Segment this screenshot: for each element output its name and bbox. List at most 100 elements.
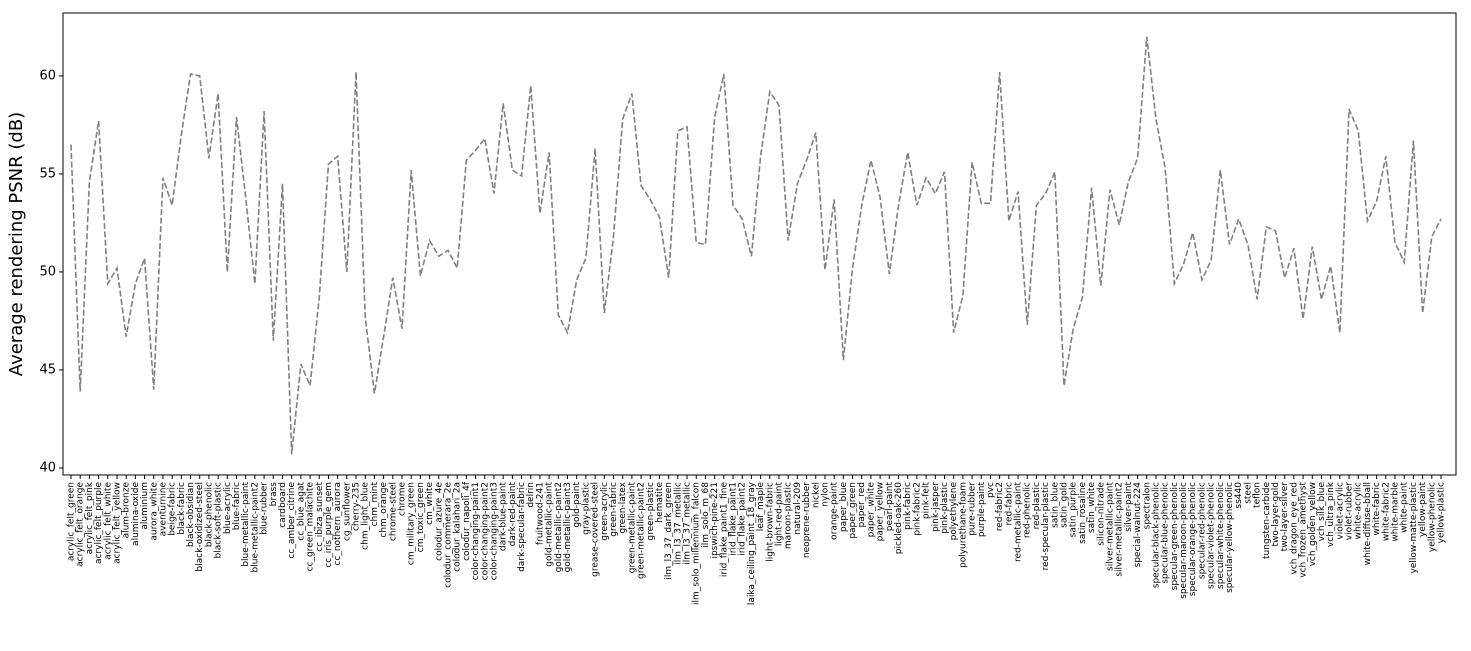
x-tick-label: green-metallic-paint	[627, 482, 637, 574]
x-tick-label: natural-209	[793, 482, 803, 535]
x-tick-label: cc_ibiza_sunset	[315, 482, 325, 552]
x-tick-label: chm_orange	[379, 482, 389, 538]
x-tick-label: specular-violet-phenolic	[1207, 482, 1217, 589]
x-tick-label: specular-blue-phenolic	[1161, 482, 1171, 584]
x-tick-label: white-acrylic	[1354, 482, 1364, 539]
x-tick-label: yellow-phenolic	[1427, 482, 1437, 552]
x-tick-label: ss440	[1234, 482, 1244, 509]
x-tick-label: polyethylene	[949, 482, 959, 541]
x-tick-label: cherry-235	[352, 482, 362, 531]
data-line	[70, 36, 1442, 455]
x-tick-label: satin_rosaline	[1078, 482, 1088, 544]
x-tick-label: black-soft-plastic	[214, 482, 224, 559]
x-tick-label: black-phenolic	[204, 482, 214, 547]
x-tick-label: maroon-plastic	[784, 482, 794, 549]
x-tick-label: chrome	[398, 482, 408, 516]
x-tick-label: satin_gold	[1060, 482, 1070, 528]
x-tick-label: color-changing-paint1	[471, 482, 481, 580]
x-tick-label: blue-metallic-paint2	[250, 482, 260, 572]
x-tick-label: violet-rubber	[1345, 482, 1355, 541]
x-tick-label: dark-red-paint	[508, 482, 518, 547]
x-tick-label: red-plastic	[1032, 482, 1042, 529]
x-tick-label: green-fabric	[609, 482, 619, 537]
x-tick-label: two-layer-silver	[1280, 482, 1290, 552]
x-tick-label: paper_yellow	[876, 482, 886, 541]
x-tick-label: purple-paint	[977, 482, 987, 538]
x-tick-label: dark-blue-paint	[499, 482, 509, 552]
x-tick-label: silver-metallic-paint	[1105, 482, 1115, 571]
x-tick-label: irid_flake_paint2	[738, 482, 748, 556]
y-tick-label: 50	[39, 264, 56, 279]
x-tick-label: ilm_l3_37_metallic	[683, 482, 693, 565]
x-tick-label: cc_nothern_aurora	[333, 482, 343, 566]
x-tick-label: laika_ceiling_paint_18_gray	[747, 481, 757, 605]
x-tick-label: gold-paint	[572, 482, 582, 528]
x-tick-label: specular-red-phenolic	[1197, 482, 1207, 579]
x-tick-label: specular-maroon-phenolic	[1179, 482, 1189, 599]
x-tick-label: cardboard	[278, 482, 288, 528]
x-tick-label: vch_ultra_pink	[1326, 481, 1336, 547]
x-tick-label: acrylic_felt_purple	[94, 482, 104, 565]
x-tick-label: delrin	[526, 482, 536, 508]
x-tick-label: specular-green-phenolic	[1170, 482, 1180, 590]
x-tick-label: light-brown-fabric	[765, 482, 775, 562]
x-tick-label: specular-orange-phenolic	[1188, 482, 1198, 596]
x-tick-label: ilm_l3_37_dark_green	[664, 482, 674, 580]
x-tick-label: acrylic_felt_white	[103, 482, 113, 560]
x-tick-label: beige-fabric	[168, 482, 178, 536]
x-tick-label: colodur_napoli_4f	[462, 481, 472, 561]
x-tick-label: ilm_solo_millennium_falcon	[692, 482, 702, 605]
x-tick-label: vch_silk_blue	[1317, 482, 1327, 542]
x-tick-label: green-metallic-paint2	[637, 482, 647, 579]
y-tick-label: 45	[39, 362, 56, 377]
x-tick-label: alumina-oxide	[131, 482, 141, 546]
x-tick-label: cc_iris_purple_gem	[324, 482, 334, 568]
y-axis-label: Average rendering PSNR (dB)	[6, 112, 27, 376]
x-tick-label: nickel	[811, 482, 821, 508]
x-tick-label: silver-metallic-paint2	[1115, 482, 1125, 577]
x-tick-label: white-marble	[1391, 482, 1401, 542]
x-tick-label: irid_flake_paint1	[729, 482, 739, 556]
x-tick-label: acrylic_felt_orange	[76, 482, 86, 567]
x-tick-label: blue-rubber	[260, 482, 270, 535]
x-tick-label: pink-plastic	[940, 482, 950, 534]
x-tick-label: pearl-paint	[885, 482, 895, 532]
x-tick-label: pvc	[986, 482, 996, 498]
x-tick-label: polyurethane-foam	[958, 482, 968, 568]
x-tick-label: pure-rubber	[968, 482, 978, 536]
x-tick-label: silicon-nitrade	[1096, 482, 1106, 546]
x-tick-label: color-changing-paint3	[489, 482, 499, 580]
x-tick-label: paper_green	[848, 482, 858, 539]
x-tick-label: red-fabric2	[995, 482, 1005, 531]
x-tick-label: color-changing-paint2	[480, 482, 490, 580]
y-tick-label: 55	[39, 166, 56, 181]
x-tick-label: cc_green_malachite	[306, 482, 316, 572]
x-tick-label: red-metallic-paint	[1014, 482, 1024, 562]
x-tick-label: steel	[1243, 482, 1253, 504]
x-tick-label: fruitwood-241	[535, 482, 545, 545]
x-tick-label: acrylic_felt_pink	[85, 481, 95, 554]
x-tick-label: yellow-matte-plastic	[1409, 482, 1419, 574]
x-tick-label: gray-plastic	[581, 482, 591, 535]
x-tick-label: vch_golden_yellow	[1308, 482, 1318, 566]
x-tick-label: specular-black-phenolic	[1151, 482, 1161, 588]
x-tick-label: alum-bronze	[122, 482, 132, 539]
x-tick-label: yellow-plastic	[1437, 482, 1447, 543]
x-tick-label: cm_toxic_green	[416, 482, 426, 552]
x-tick-label: pink-fabric2	[912, 482, 922, 536]
x-tick-label: teflon	[1253, 482, 1263, 508]
x-tick-label: satin_white	[1087, 482, 1097, 534]
x-tick-label: satin_purple	[1069, 482, 1079, 538]
x-tick-label: leaf_maple	[756, 482, 766, 532]
x-tick-label: white-paint	[1400, 482, 1410, 533]
x-tick-label: paper_red	[857, 482, 867, 527]
x-tick-label: acrylic_felt_yellow	[112, 482, 122, 564]
x-tick-label: pickled-oak-260	[894, 482, 904, 554]
x-tick-label: cm_white	[425, 482, 435, 525]
x-tick-label: green-acrylic	[600, 482, 610, 541]
x-tick-label: specular-yellow-phenolic	[1225, 482, 1235, 593]
x-tick-label: red-phenolic	[1023, 482, 1033, 538]
x-tick-label: two-layer-gold	[1271, 482, 1281, 547]
x-tick-label: cc_amber_citrine	[287, 482, 297, 559]
x-tick-label: grease-covered-steel	[591, 482, 601, 577]
